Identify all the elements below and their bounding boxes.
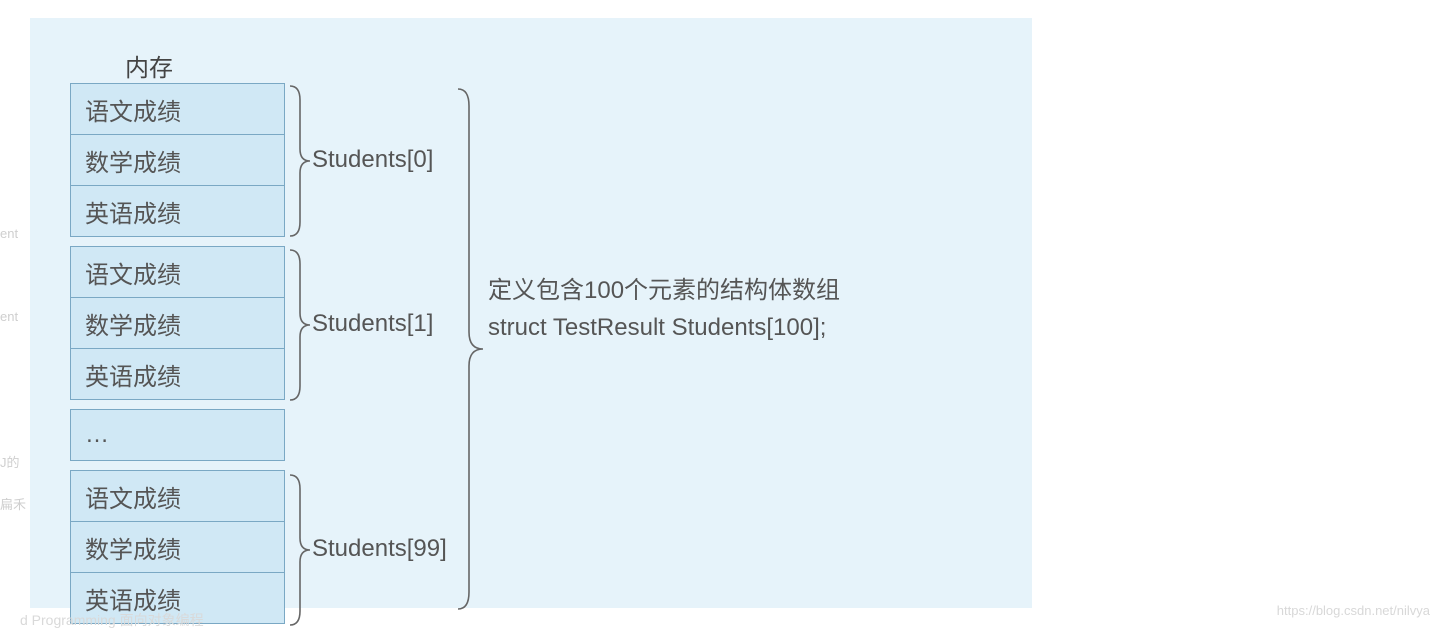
- memory-cell: 语文成绩: [70, 246, 285, 298]
- bracket-group-99: [288, 472, 308, 628]
- watermark-fragment: J的: [0, 452, 20, 471]
- description: 定义包含100个元素的结构体数组 struct TestResult Stude…: [488, 272, 840, 346]
- memory-cell-ellipsis: …: [70, 409, 285, 461]
- diagram-panel: 内存 语文成绩 数学成绩 英语成绩 语文成绩 数学成绩 英语成绩 … 语文成绩 …: [30, 18, 1032, 608]
- bracket-label-0: Students[0]: [312, 146, 433, 174]
- memory-title: 内存: [125, 48, 173, 83]
- memory-cell: 数学成绩: [70, 134, 285, 186]
- memory-cell: 语文成绩: [70, 83, 285, 135]
- memory-cell: 英语成绩: [70, 348, 285, 400]
- watermark-fragment: ent: [0, 309, 18, 324]
- memory-cell: 数学成绩: [70, 297, 285, 349]
- bracket-label-1: Students[1]: [312, 310, 433, 338]
- description-line-1: 定义包含100个元素的结构体数组: [488, 272, 840, 309]
- bracket-label-99: Students[99]: [312, 535, 447, 563]
- description-line-2: struct TestResult Students[100];: [488, 309, 840, 346]
- memory-cell: 数学成绩: [70, 521, 285, 573]
- watermark-fragment: 扁禾: [0, 494, 26, 513]
- bracket-group-1: [288, 247, 308, 403]
- watermark-bottom-right: https://blog.csdn.net/nilvya: [1277, 603, 1430, 618]
- memory-cell: 语文成绩: [70, 470, 285, 522]
- memory-cell: 英语成绩: [70, 185, 285, 237]
- bracket-all: [455, 86, 483, 612]
- memory-cells-column: 语文成绩 数学成绩 英语成绩 语文成绩 数学成绩 英语成绩 … 语文成绩 数学成…: [70, 83, 285, 624]
- footer-text: d Programming 面向对象编程: [20, 610, 204, 630]
- bracket-group-0: [288, 83, 308, 239]
